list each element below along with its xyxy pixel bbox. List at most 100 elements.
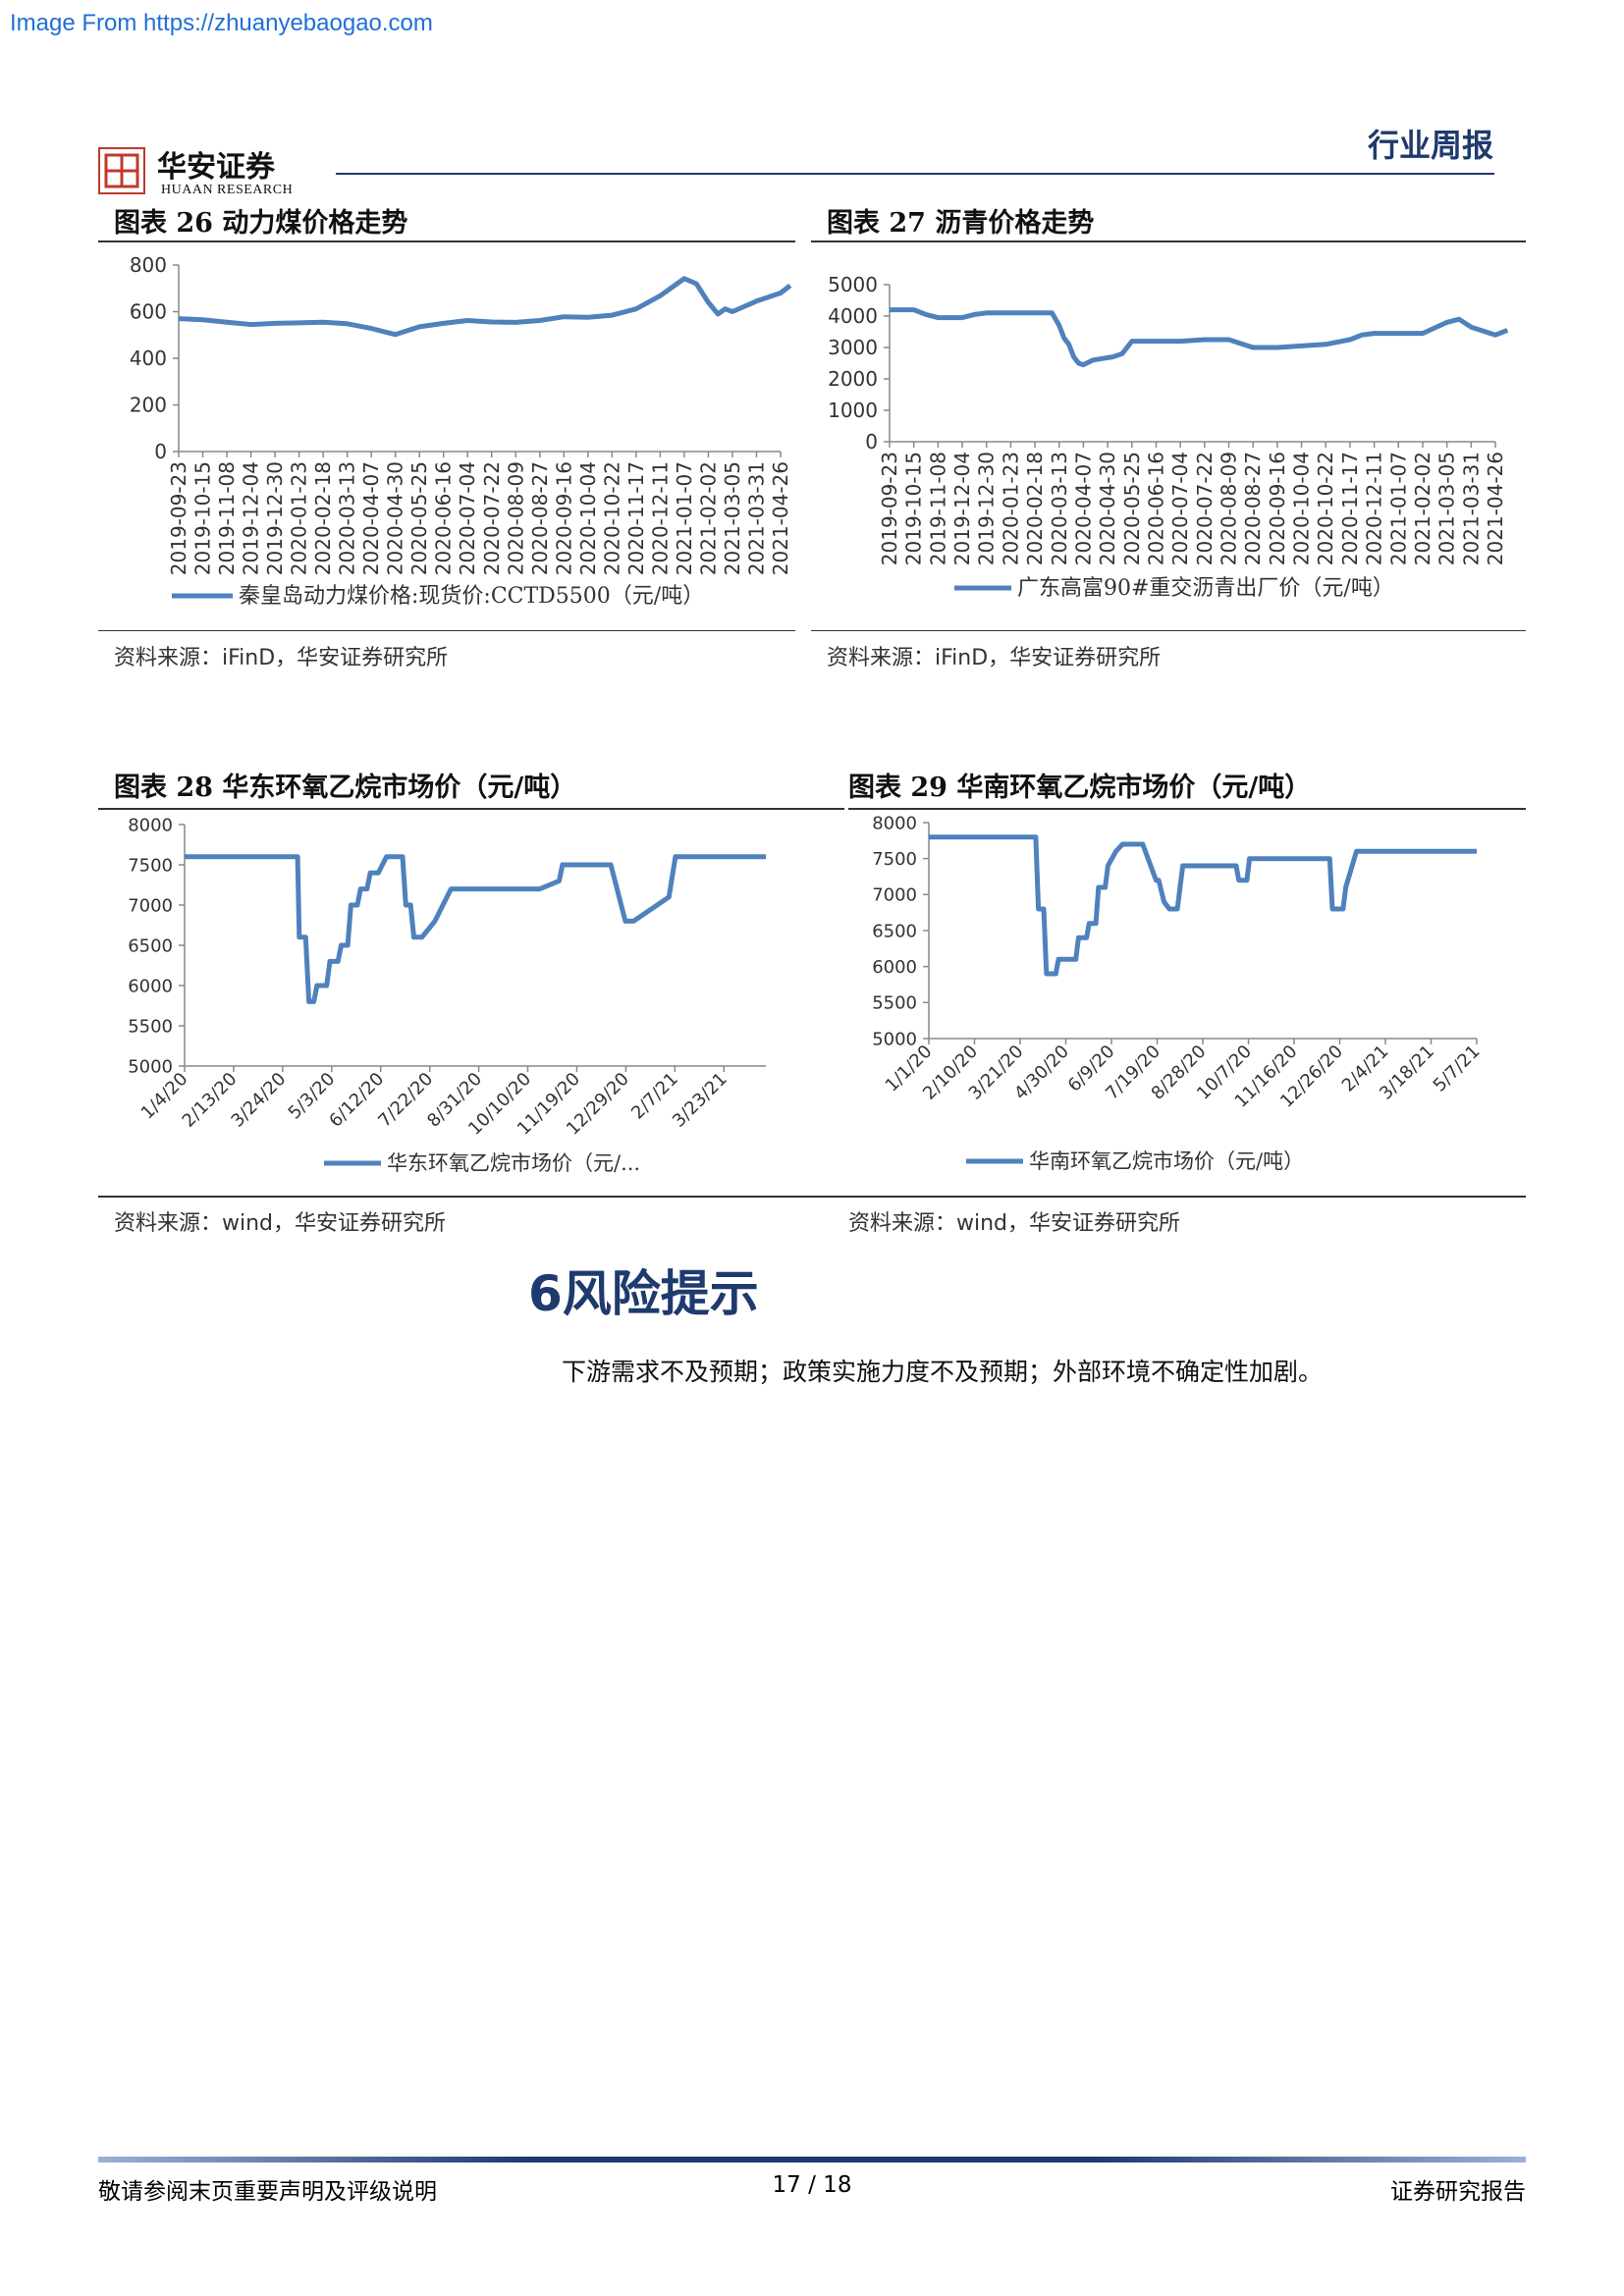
y-tick-label: 800 [130,253,167,277]
y-tick-label: 5000 [872,1029,917,1049]
y-tick-label: 6500 [128,935,173,956]
y-tick-label: 7500 [128,855,173,876]
x-tick-label: 2020-05-25 [1120,452,1144,565]
logo-icon [98,147,145,194]
chart-27: 0 1000 2000 3000 4000 5000 2019-09-23 2019-10-1… [828,273,1509,601]
x-tick-label: 2020-10-04 [576,461,600,575]
risk-text: 下游需求不及预期；政策实施力度不及预期；外部环境不确定性加剧。 [562,1358,1324,1386]
x-tick-label: 2019-10-15 [191,461,215,575]
footer-report-label: 证券研究报告 [1390,2179,1526,2205]
x-tick-label: 2020-10-04 [1290,452,1314,565]
x-tick-label: 2020-10-22 [600,461,623,575]
x-tick-label: 2020-10-22 [1314,452,1337,565]
y-tick-label: 4000 [828,304,878,328]
x-tick-label: 2020-04-07 [1071,452,1095,565]
x-tick-label: 2021-03-05 [721,461,744,575]
series-line [178,276,792,338]
x-tick-label: 2020-02-18 [311,461,335,575]
y-tick-label: 5500 [872,993,917,1014]
logo-subtitle: HUAAN RESEARCH [161,183,294,197]
x-tick-label: 2021-04-26 [769,461,792,575]
chart-27-title: 图表 27 沥青价格走势 [827,208,1095,239]
x-tick-label: 2019-11-08 [215,461,239,575]
x-tick-label: 2021-04-26 [1484,452,1507,565]
chart-29-top-rule [848,808,1526,810]
x-tick-label: 2021-03-31 [1459,452,1483,565]
x-tick-label: 2020-02-18 [1023,452,1047,565]
series-line [185,854,766,1004]
y-tick-label: 7000 [872,885,917,906]
legend-label: 华东环氧乙烷市场价（元/... [387,1151,640,1175]
x-tick-label: 2019-12-30 [263,461,287,575]
x-tick-label: 2019-09-23 [878,452,901,565]
logo-seal-icon [104,153,139,188]
logo-text: 华安证券 [157,150,275,185]
x-tick-label: 2020-01-23 [999,452,1022,565]
y-tick-label: 600 [130,300,167,324]
x-tick-label: 3/23/21 [669,1069,731,1132]
chart-27-top-rule [811,240,1526,242]
x-tick-label: 3/24/20 [227,1069,290,1132]
y-tick-label: 8000 [872,813,917,833]
x-tick-label: 2021-01-07 [1386,452,1410,565]
x-tick-label: 2021-02-02 [696,461,720,575]
chart-29: 50005500600065007000750080001/1/202/10/2… [872,813,1485,1173]
x-tick-label: 2020-12-11 [1363,452,1386,565]
x-tick-label: 2019-12-04 [240,461,263,575]
x-tick-label: 2021-02-02 [1411,452,1435,565]
y-tick-label: 6000 [128,976,173,996]
chart-27-bottom-rule [811,630,1526,631]
x-tick-label: 2020-12-11 [648,461,672,575]
x-tick-label: 2020-07-22 [480,461,504,575]
y-tick-label: 3000 [828,336,878,359]
chart-26: 0 200 400 600 800 2019-09-23 2019-10-15 2019-11… [130,253,792,609]
y-tick-label: 0 [865,430,878,454]
x-tick-label: 2020-08-27 [1241,452,1265,565]
x-tick-label: 2020-08-09 [1218,452,1241,565]
section-title: 6风险提示 [528,1265,759,1322]
x-tick-label: 2020-08-09 [504,461,527,575]
y-tick-label: 8000 [128,815,173,835]
x-tick-label: 2020-06-16 [1144,452,1167,565]
y-tick-label: 5500 [128,1016,173,1037]
x-tick-label: 2020-04-07 [359,461,383,575]
y-tick-label: 7500 [872,849,917,870]
header-divider [336,173,1494,175]
x-tick-label: 2020-05-25 [407,461,431,575]
watermark[interactable]: Image From https://zhuanyebaogao.com [10,10,433,36]
x-tick-label: 2020-07-22 [1193,452,1217,565]
x-tick-label: 2019-12-30 [975,452,999,565]
legend-label: 秦皇岛动力煤价格:现货价:CCTD5500（元/吨） [239,584,704,609]
page-number: 17 / 18 [772,2172,852,2198]
chart-26-title: 图表 26 动力煤价格走势 [114,208,408,239]
charts-bottom-rule [98,1196,1526,1198]
x-tick-label: 2020-09-16 [1266,452,1289,565]
x-tick-label: 2020-03-13 [336,461,359,575]
x-tick-label: 2020-06-16 [432,461,456,575]
chart-28-title: 图表 28 华东环氧乙烷市场价（元/吨） [114,773,577,803]
y-tick-label: 0 [154,440,167,463]
x-tick-label: 2020-04-30 [1096,452,1119,565]
y-tick-label: 2000 [828,367,878,391]
chart-28: 50005500600065007000750080001/4/202/13/2… [128,815,766,1175]
y-tick-label: 5000 [128,1056,173,1077]
chart-29-source: 资料来源：wind，华安证券研究所 [848,1211,1181,1236]
y-tick-label: 400 [130,347,167,370]
y-tick-label: 1000 [828,399,878,422]
footer-disclaimer: 敬请参阅末页重要声明及评级说明 [98,2179,437,2205]
x-tick-label: 2019-12-04 [950,452,974,565]
x-tick-label: 2020-04-30 [384,461,407,575]
x-tick-label: 2020-07-04 [1168,452,1192,565]
x-tick-label: 2019-09-23 [167,461,190,575]
y-tick-label: 7000 [128,895,173,916]
x-tick-label: 2020-09-16 [552,461,575,575]
x-tick-label: 5/7/21 [1430,1041,1485,1096]
x-tick-label: 2020-11-17 [1338,452,1362,565]
y-tick-label: 5000 [828,273,878,296]
series-line [890,307,1509,368]
report-type: 行业周报 [1367,127,1493,164]
chart-26-top-rule [98,240,795,242]
series-line [929,834,1477,977]
x-tick-label: 2020-03-13 [1048,452,1071,565]
y-tick-label: 6500 [872,921,917,941]
